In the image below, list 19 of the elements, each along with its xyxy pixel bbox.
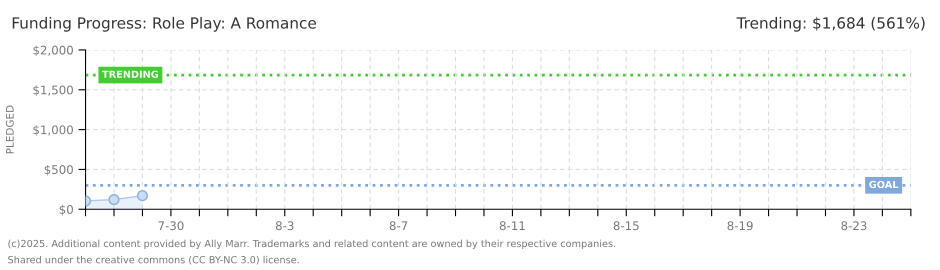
text: (c)2025. Additional content provided by Ally Marr. Trademarks and related content are owned by their respective companies. xyxy=(8,240,616,250)
chart-subtitle: Trending: $1,684 (561%) xyxy=(736,16,925,32)
ref-line-label: GOAL xyxy=(869,180,898,188)
x-tick-label: 8-3 xyxy=(276,221,294,230)
y-axis-title: PLEDGED xyxy=(6,106,14,154)
y-tick-label: $1,500 xyxy=(33,85,73,96)
x-tick-label: 8-23 xyxy=(841,221,866,230)
ref-line-label: TRENDING xyxy=(102,70,158,78)
text: Shared under the creative commons (CC BY-NC 3.0) license. xyxy=(8,256,299,265)
y-tick-label: $1,000 xyxy=(33,125,73,136)
x-tick-label: 8-15 xyxy=(614,221,639,230)
y-tick-label: $500 xyxy=(44,164,73,176)
x-tick-label: 8-19 xyxy=(728,221,753,230)
y-tick-label: $0 xyxy=(60,204,73,216)
chart-title: Funding Progress: Role Play: A Romance xyxy=(12,16,316,32)
y-tick-label: $2,000 xyxy=(33,45,73,56)
x-tick-label: 8-7 xyxy=(390,221,408,230)
x-tick-label: 7-30 xyxy=(158,221,184,230)
x-tick-label: 8-11 xyxy=(500,221,525,230)
